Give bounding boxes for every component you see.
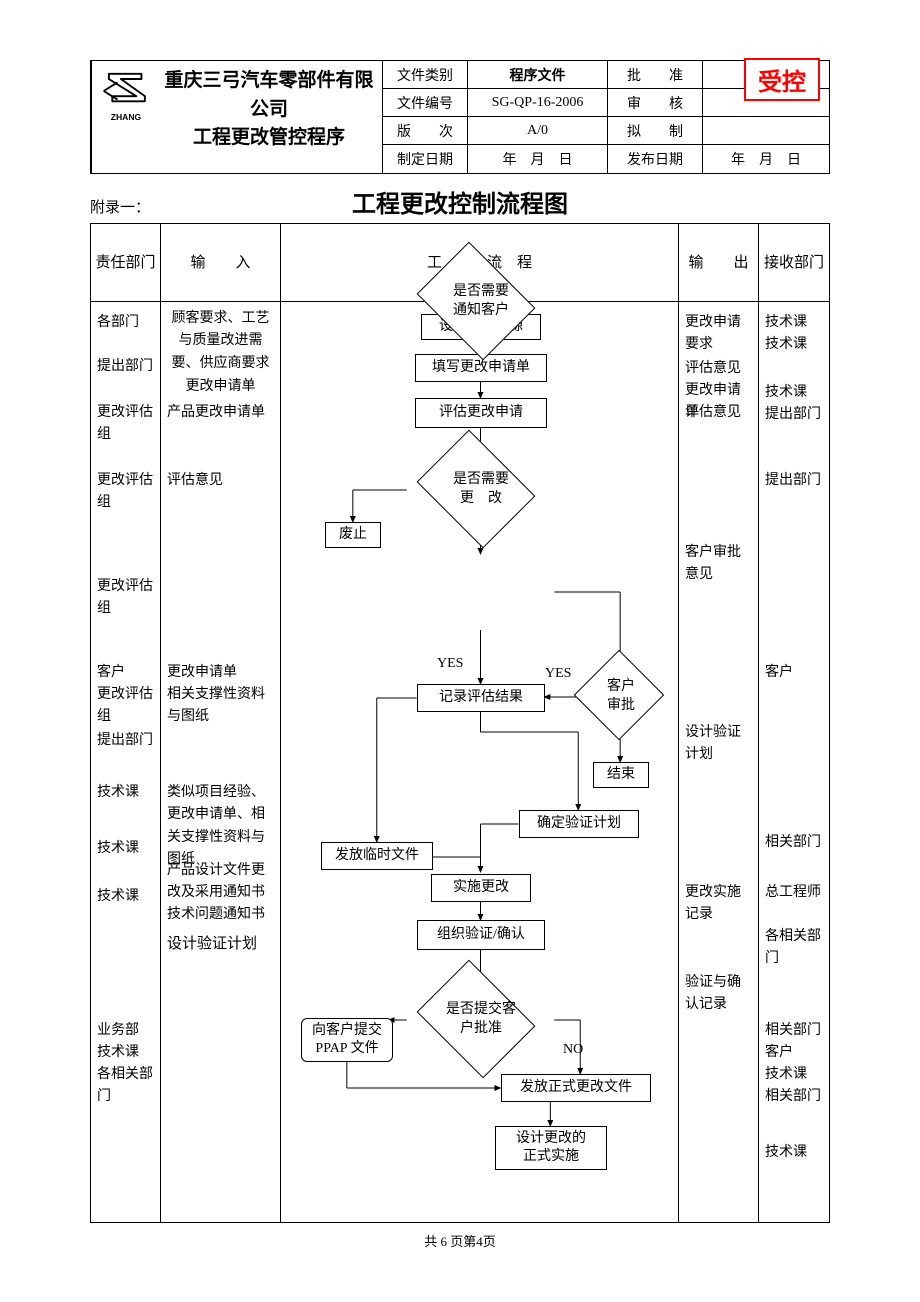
input-text: 更改申请单 — [167, 376, 274, 398]
col-head: 输 出 — [679, 224, 758, 302]
dept-text: 相关部门 — [765, 1086, 823, 1108]
dept-text: 各部门 — [97, 312, 154, 334]
flow-label-yes: YES — [545, 662, 571, 686]
input-text: 评估意见 — [167, 470, 274, 492]
dept-text: 技术课 — [97, 886, 154, 908]
meta-key: 文件类别 — [382, 61, 467, 89]
meta-val: A/0 — [467, 117, 607, 145]
input-text: 类似项目经验、更改申请单、相关支撑性资料与图纸 — [167, 782, 274, 872]
dept-text: 各相关部门 — [97, 1064, 154, 1109]
input-text: 更改申请单 — [167, 662, 274, 684]
col-output: 输 出 更改申请要求 评估意见 更改申请单 评估意见 客户审批意见 设计验证计划… — [679, 224, 759, 1222]
dept-text: 业务部 — [97, 1020, 154, 1042]
col-head: 输 入 — [161, 224, 280, 302]
flow-node-record-result: 记录评估结果 — [417, 684, 545, 712]
meta-key: 文件编号 — [382, 89, 467, 117]
dept-text: 提出部门 — [97, 730, 154, 752]
input-text: 产品更改申请单 — [167, 402, 274, 424]
page-footer: 共 6 页第4页 — [90, 1231, 830, 1250]
flow-node-end: 结束 — [593, 762, 649, 788]
output-text: 更改实施记录 — [685, 882, 752, 927]
col-receive-dept: 接收部门 技术课 技术课 技术课 提出部门 提出部门 客户 相关部门 总工程师 … — [759, 224, 829, 1222]
dept-text: 更改评估组 — [97, 402, 154, 447]
input-text: 顾客要求、工艺与质量改进需要、供应商要求 — [167, 308, 274, 375]
flow-node-do-change: 实施更改 — [431, 874, 531, 902]
dept-text: 更改评估组 — [97, 576, 154, 621]
appendix-title: 工程更改控制流程图 — [170, 184, 750, 219]
output-text: 评估意见 — [685, 402, 752, 424]
output-text: 更改申请要求 — [685, 312, 752, 357]
output-text: 客户审批意见 — [685, 542, 752, 587]
flow-node-evaluate: 评估更改申请 — [415, 398, 547, 428]
flow-label-yes: YES — [437, 652, 463, 676]
flow-table: 责任部门 各部门 提出部门 更改评估组 更改评估组 更改评估组 客户 更改评估组… — [90, 223, 830, 1223]
meta-val: 年 月 日 — [702, 145, 829, 173]
meta-val: 年 月 日 — [467, 145, 607, 173]
dept-text: 技术课 — [765, 334, 823, 356]
dept-text: 技术课 — [765, 382, 823, 404]
appendix-row: 附录一： 工程更改控制流程图 — [90, 184, 830, 219]
dept-text: 技术课 — [765, 312, 823, 334]
dept-text: 更改评估组 — [97, 470, 154, 515]
meta-key: 批 准 — [607, 61, 702, 89]
meta-key: 拟 制 — [607, 117, 702, 145]
flow-node-verify-plan: 确定验证计划 — [519, 810, 639, 838]
dept-text: 相关部门 — [765, 1020, 823, 1042]
flow-label-no: NO — [563, 1038, 583, 1062]
company-name: 重庆三弓汽车零部件有限公司 — [160, 67, 378, 124]
input-text: 相关支撑性资料与图纸 — [167, 684, 274, 729]
doc-header: ZHANG 重庆三弓汽车零部件有限公司 工程更改管控程序 文件类别 程序文件 批… — [90, 60, 830, 174]
flow-node-formal-impl: 设计更改的 正式实施 — [495, 1126, 607, 1170]
dept-text: 总工程师 — [765, 882, 823, 904]
dept-text: 更改评估组 — [97, 684, 154, 729]
col-responsible-dept: 责任部门 各部门 提出部门 更改评估组 更改评估组 更改评估组 客户 更改评估组… — [91, 224, 161, 1222]
meta-key: 版 次 — [382, 117, 467, 145]
dept-text: 技术课 — [97, 838, 154, 860]
dept-text: 客户 — [97, 662, 154, 684]
document-name: 工程更改管控程序 — [160, 124, 378, 153]
flow-node-verify: 组织验证/确认 — [417, 920, 545, 950]
input-text: 设计验证计划 — [167, 932, 274, 956]
input-text: 产品设计文件更改及采用通知书 — [167, 860, 274, 905]
dept-text: 客户 — [765, 1042, 823, 1064]
meta-val — [702, 117, 829, 145]
controlled-stamp: 受控 — [744, 58, 820, 101]
dept-text: 相关部门 — [765, 832, 823, 854]
flow-node-formal-doc: 发放正式更改文件 — [501, 1074, 651, 1102]
header-title-block: 重庆三弓汽车零部件有限公司 工程更改管控程序 — [160, 67, 378, 153]
col-head: 接收部门 — [759, 224, 829, 302]
flow-node-ppap: 向客户提交 PPAP 文件 — [301, 1018, 393, 1062]
meta-key: 发布日期 — [607, 145, 702, 173]
dept-text: 技术课 — [97, 782, 154, 804]
flow-node-abort: 废止 — [325, 522, 381, 548]
flow-node-temp-doc: 发放临时文件 — [321, 842, 433, 870]
meta-val: SG-QP-16-2006 — [467, 89, 607, 117]
svg-text:ZHANG: ZHANG — [111, 112, 142, 122]
dept-text: 提出部门 — [97, 356, 154, 378]
appendix-label: 附录一： — [90, 196, 170, 217]
meta-key: 审 核 — [607, 89, 702, 117]
col-input: 输 入 顾客要求、工艺与质量改进需要、供应商要求 更改申请单 产品更改申请单 评… — [161, 224, 281, 1222]
dept-text: 技术课 — [765, 1142, 823, 1164]
col-head: 责任部门 — [91, 224, 160, 302]
col-workflow: 工 作 流 程 — [281, 224, 679, 1222]
flowchart: 设计更改来源 填写更改申请单 评估更改申请 是否需要 更 改 废止 是否需要 通… — [281, 302, 678, 1224]
dept-text: 客户 — [765, 662, 823, 684]
company-logo: ZHANG — [96, 67, 156, 127]
input-text: 技术问题通知书 — [167, 904, 274, 926]
dept-text: 各相关部门 — [765, 926, 823, 971]
page: 受控 ZHANG 重庆三弓汽车零部件有限公司 工程更改管控程序 文件类别 程序文… — [0, 0, 920, 1290]
dept-text: 提出部门 — [765, 470, 823, 492]
output-text: 验证与确认记录 — [685, 972, 752, 1017]
meta-val: 程序文件 — [467, 61, 607, 89]
header-left: ZHANG 重庆三弓汽车零部件有限公司 工程更改管控程序 — [92, 61, 382, 173]
output-text: 设计验证计划 — [685, 722, 752, 767]
dept-text: 技术课 — [97, 1042, 154, 1064]
output-text: 评估意见 — [685, 358, 752, 380]
dept-text: 技术课 — [765, 1064, 823, 1086]
meta-key: 制定日期 — [382, 145, 467, 173]
dept-text: 提出部门 — [765, 404, 823, 426]
